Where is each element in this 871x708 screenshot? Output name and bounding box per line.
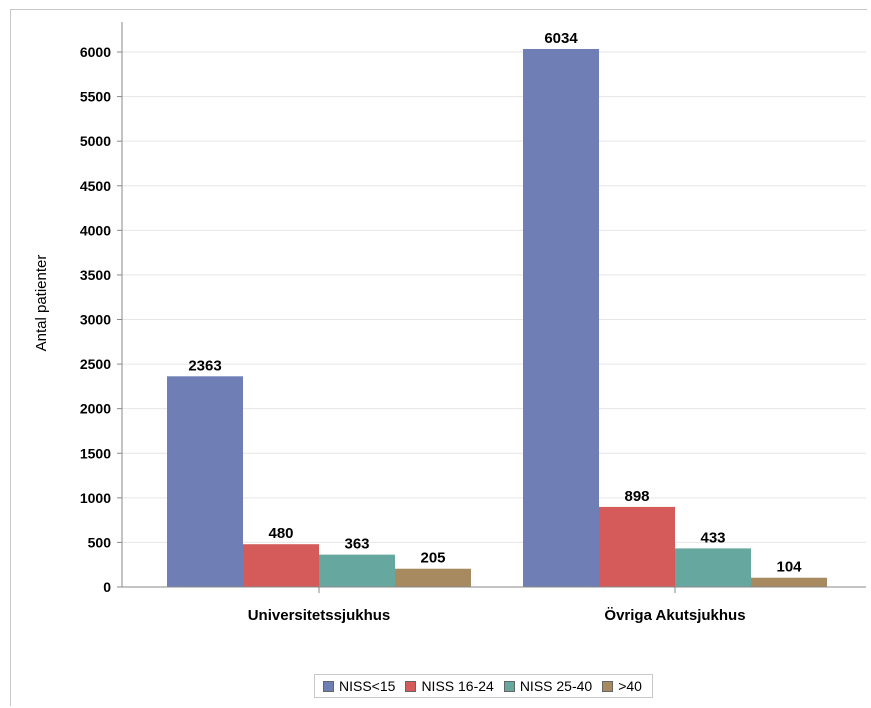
bar — [675, 548, 751, 587]
bar — [751, 577, 827, 587]
data-label: 480 — [268, 525, 293, 542]
x-axis: Universitetssjukhus Övriga Akutsjukhus — [122, 586, 866, 624]
data-label: 104 — [776, 559, 802, 576]
bar — [319, 554, 395, 587]
bar — [599, 506, 675, 587]
y-axis: 0 500 1000 1500 2000 2500 3000 3500 4000 4500 5000… — [80, 22, 123, 595]
y-tick-label: 1500 — [80, 445, 111, 461]
x-category-label: Övriga Akutsjukhus — [604, 607, 745, 624]
y-tick-label: 0 — [103, 579, 111, 595]
legend-item: NISS 25-40 — [503, 678, 593, 694]
y-tick-label: 1000 — [80, 490, 111, 506]
y-tick-label: 5500 — [80, 89, 111, 105]
data-label: 433 — [700, 529, 725, 546]
y-tick-label: 4000 — [80, 222, 111, 238]
y-tick-label: 3500 — [80, 267, 111, 283]
bar — [523, 48, 599, 588]
legend-item: >40 — [602, 678, 642, 694]
x-category-label: Universitetssjukhus — [248, 607, 391, 624]
legend-label: NISS 25-40 — [519, 678, 593, 694]
legend-swatch — [602, 680, 614, 692]
legend: NISS<15 NISS 16-24 NISS 25-40 >40 — [314, 674, 653, 698]
y-tick-label: 2500 — [80, 356, 111, 372]
legend-item: NISS 16-24 — [405, 678, 494, 694]
bars — [167, 48, 827, 588]
y-tick-label: 500 — [88, 534, 112, 550]
bar — [243, 544, 319, 587]
legend-item: NISS<15 — [323, 678, 395, 694]
data-label: 898 — [624, 488, 649, 505]
y-tick-label: 4500 — [80, 178, 111, 194]
y-tick-label: 6000 — [80, 44, 111, 60]
legend-swatch — [405, 680, 417, 692]
y-tick-label: 5000 — [80, 133, 111, 149]
legend-label: >40 — [618, 678, 642, 694]
legend-swatch — [323, 680, 334, 692]
data-label: 363 — [344, 536, 369, 553]
legend-label: NISS<15 — [339, 678, 396, 694]
data-label: 6034 — [544, 30, 578, 47]
data-label: 205 — [420, 550, 445, 567]
y-tick-label: 2000 — [80, 401, 111, 417]
y-tick-label: 3000 — [80, 312, 111, 328]
data-label: 2363 — [188, 357, 221, 374]
chart-frame — [10, 9, 867, 706]
y-axis-label: Antal patienter — [33, 255, 50, 352]
legend-swatch — [503, 680, 515, 692]
data-labels: 2363 480 363 205 6034 898 433 104 — [188, 30, 802, 576]
bar — [395, 568, 471, 587]
bar — [167, 376, 243, 587]
gridlines — [122, 51, 866, 543]
legend-label: NISS 16-24 — [421, 678, 494, 694]
